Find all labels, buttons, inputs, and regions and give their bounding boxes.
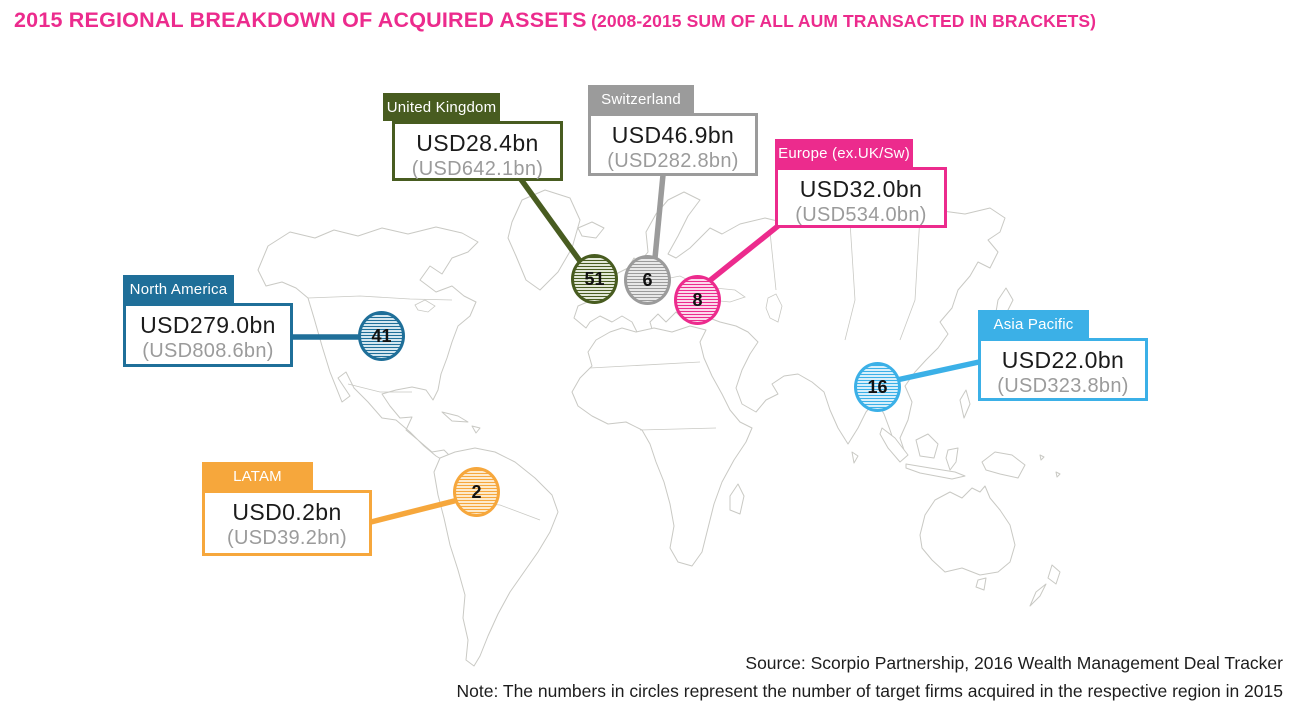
map-cuba xyxy=(441,411,469,423)
region-value: USD32.0bn xyxy=(799,176,923,202)
callout-united-kingdom: United Kingdom USD28.4bn (USD642.1bn) xyxy=(383,93,563,181)
region-label: LATAM xyxy=(202,462,313,490)
region-value: USD28.4bn xyxy=(416,130,539,156)
map-border-africa-2 xyxy=(639,427,717,431)
value-box: USD46.9bn (USD282.8bn) xyxy=(588,113,758,176)
title-main: 2015 REGIONAL BREAKDOWN OF ACQUIRED ASSE… xyxy=(14,8,587,32)
count-value: 2 xyxy=(471,481,482,502)
map-pacific-islet-1 xyxy=(1039,454,1045,461)
map-hispaniola xyxy=(471,425,481,434)
map-pacific-islet-2 xyxy=(1055,471,1061,478)
count-bubble-latam: 2 xyxy=(453,467,500,517)
region-bracket-value: (USD282.8bn) xyxy=(607,150,739,172)
callout-asia-pacific: Asia Pacific USD22.0bn (USD323.8bn) xyxy=(978,310,1148,401)
region-label: North America xyxy=(123,275,234,303)
map-sulawesi xyxy=(945,447,959,471)
region-label: Europe (ex.UK/Sw) xyxy=(775,139,913,167)
page-title: 2015 REGIONAL BREAKDOWN OF ACQUIRED ASSE… xyxy=(14,8,1096,33)
count-bubble-switzerland: 6 xyxy=(624,255,671,305)
title-subtitle: (2008-2015 SUM OF ALL AUM TRANSACTED IN … xyxy=(591,11,1097,31)
count-value: 6 xyxy=(642,269,653,290)
region-bracket-value: (USD534.0bn) xyxy=(795,204,927,226)
source-line: Source: Scorpio Partnership, 2016 Wealth… xyxy=(745,653,1283,673)
map-new-zealand-south xyxy=(1029,583,1047,607)
region-label: United Kingdom xyxy=(383,93,500,121)
map-new-guinea xyxy=(981,451,1026,479)
map-caspian-sea xyxy=(765,293,783,323)
callout-latam: LATAM USD0.2bn (USD39.2bn) xyxy=(202,462,372,556)
count-value: 41 xyxy=(371,325,392,346)
map-australia xyxy=(919,485,1016,576)
footer-notes: Source: Scorpio Partnership, 2016 Wealth… xyxy=(457,649,1284,705)
map-philippines xyxy=(959,389,971,419)
leader-line-latam xyxy=(370,496,463,525)
map-new-zealand-north xyxy=(1047,564,1061,585)
callout-europe: Europe (ex.UK/Sw) USD32.0bn (USD534.0bn) xyxy=(775,139,947,228)
count-bubble-north-america: 41 xyxy=(358,311,405,361)
map-border-asia-2 xyxy=(844,221,856,341)
region-bracket-value: (USD642.1bn) xyxy=(411,158,544,180)
region-bracket-value: (USD323.8bn) xyxy=(997,375,1129,397)
region-bracket-value: (USD39.2bn) xyxy=(226,527,348,549)
map-greenland xyxy=(507,189,581,291)
leader-line-switzerland xyxy=(652,174,666,259)
region-label: Switzerland xyxy=(588,85,694,113)
value-box: USD0.2bn (USD39.2bn) xyxy=(202,490,372,556)
map-java xyxy=(905,463,966,480)
region-value: USD0.2bn xyxy=(232,499,342,525)
leader-line-united-kingdom xyxy=(517,176,588,270)
map-border-us-mexico xyxy=(347,383,412,393)
map-borneo xyxy=(915,433,939,459)
map-border-africa-1 xyxy=(589,361,701,369)
map-madagascar xyxy=(729,483,745,515)
leader-line-europe xyxy=(706,223,780,285)
leader-line-asia-pacific xyxy=(891,359,980,384)
map-border-asia-1 xyxy=(769,231,777,291)
map-great-lakes xyxy=(414,299,436,313)
map-sri-lanka xyxy=(851,451,859,464)
count-bubble-asia-pacific: 16 xyxy=(854,362,901,412)
map-border-us-canada xyxy=(307,295,453,301)
map-iceland xyxy=(577,221,605,239)
map-tasmania xyxy=(975,577,987,591)
region-value: USD46.9bn xyxy=(611,122,735,148)
region-label: Asia Pacific xyxy=(978,310,1089,338)
callout-switzerland: Switzerland USD46.9bn (USD282.8bn) xyxy=(588,85,758,176)
count-value: 8 xyxy=(692,289,703,310)
region-value: USD22.0bn xyxy=(1001,347,1125,373)
map-border-asia-3 xyxy=(899,215,921,341)
map-sumatra xyxy=(879,427,909,463)
count-value: 51 xyxy=(584,268,605,289)
map-africa xyxy=(571,325,753,567)
count-value: 16 xyxy=(867,376,888,397)
callout-north-america: North America USD279.0bn (USD808.6bn) xyxy=(123,275,293,367)
value-box: USD32.0bn (USD534.0bn) xyxy=(775,167,947,228)
value-box: USD279.0bn (USD808.6bn) xyxy=(123,303,293,367)
count-bubble-europe: 8 xyxy=(674,275,721,325)
note-line: Note: The numbers in circles represent t… xyxy=(456,681,1284,701)
value-box: USD28.4bn (USD642.1bn) xyxy=(392,121,563,181)
region-value: USD279.0bn xyxy=(140,312,276,338)
value-box: USD22.0bn (USD323.8bn) xyxy=(978,338,1148,401)
count-bubble-united-kingdom: 51 xyxy=(571,254,618,304)
region-bracket-value: (USD808.6bn) xyxy=(142,340,274,362)
